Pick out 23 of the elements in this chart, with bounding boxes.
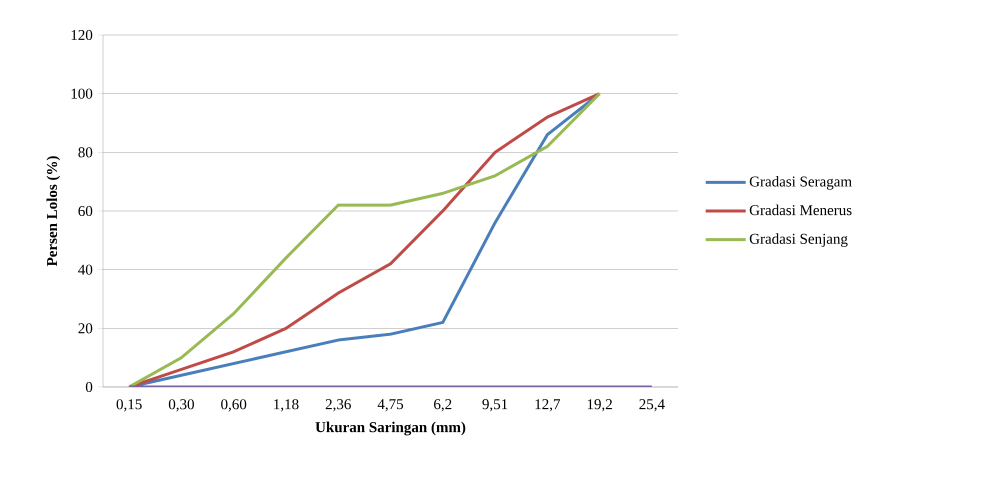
x-tick-label: 2,36 [326, 399, 351, 412]
x-tick-label: 4,75 [378, 399, 404, 412]
y-tick-label: 120 [72, 30, 92, 40]
y-tick-label: 20 [78, 323, 92, 334]
x-tick-label: 25,4 [639, 399, 665, 412]
y-axis-title: Persen Lolos (%) [46, 156, 60, 266]
x-tick-label: 0,60 [221, 399, 246, 412]
legend-label: Gradasi Seragam [750, 176, 852, 190]
x-tick-label: 0,15 [116, 399, 142, 412]
x-tick-label: 6,2 [434, 399, 452, 412]
x-tick-label: 19,2 [588, 399, 612, 412]
y-tick-label: 60 [78, 206, 92, 216]
legend-label: Gradasi Senjang [750, 233, 848, 247]
y-tick-label: 80 [78, 147, 92, 158]
x-tick-label: 0,30 [168, 399, 194, 412]
y-tick-label: 0 [86, 382, 92, 392]
x-tick-label: 12,7 [536, 399, 560, 412]
y-tick-label: 100 [72, 88, 92, 99]
y-tick-label: 40 [78, 264, 92, 275]
legend-label: Gradasi Menerus [750, 204, 852, 216]
x-axis-title: Ukuran Saringan (mm) [315, 422, 466, 436]
x-tick-label: 9,51 [482, 399, 508, 412]
x-tick-label: 1,18 [274, 399, 299, 412]
